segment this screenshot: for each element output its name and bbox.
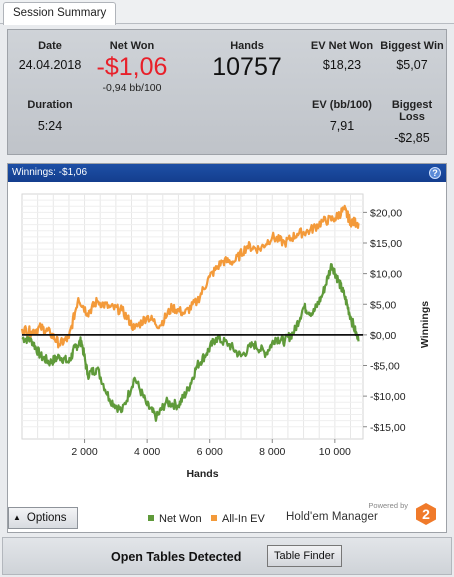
netwon-block: Net Won -$1,06 -0,94 bb/100 — [82, 40, 182, 94]
options-button[interactable]: ▲ Options — [8, 507, 78, 529]
options-button-label: Options — [26, 512, 67, 524]
x-tick-label: 4 000 — [134, 446, 160, 458]
holdem-manager-name: Hold'em Manager — [286, 511, 378, 523]
hands-block: Hands 10757 — [188, 40, 306, 82]
net-won-swatch — [148, 515, 154, 521]
date-block: Date 24.04.2018 — [8, 40, 92, 72]
netwon-label: Net Won — [109, 40, 155, 52]
series-line-all-in-ev — [20, 204, 360, 349]
ev-netwon-block: EV Net Won $18,23 — [306, 40, 378, 72]
ev-bb-block: EV (bb/100) 7,91 — [306, 99, 378, 133]
date-value: 24.04.2018 — [18, 58, 82, 72]
y-tick-label: $5,00 — [370, 299, 396, 311]
ev-netwon-label: EV Net Won — [310, 40, 374, 52]
ev-netwon-value: $18,23 — [322, 58, 362, 72]
legend-item-all-in-ev: All-In EV — [211, 513, 265, 525]
biggest-win-label: Biggest Win — [380, 40, 444, 52]
y-tick-label: -$5,00 — [370, 361, 400, 373]
x-tick-label: 8 000 — [259, 446, 285, 458]
logo-number: 2 — [422, 506, 430, 522]
open-tables-label: Open Tables Detected — [111, 550, 242, 564]
tab-strip: Session Summary — [0, 0, 454, 25]
question-icon[interactable]: ? — [429, 167, 441, 179]
footer-bar: Open Tables Detected Table Finder — [2, 537, 452, 575]
duration-block: Duration 5:24 — [8, 99, 92, 133]
duration-label: Duration — [27, 99, 73, 111]
triangle-up-icon: ▲ — [13, 513, 21, 522]
y-tick-label: $10,00 — [370, 269, 402, 281]
ev-bb-label: EV (bb/100) — [312, 99, 372, 111]
y-tick-label: $15,00 — [370, 238, 402, 250]
x-tick-label: 6 000 — [197, 446, 223, 458]
x-tick-label: 2 000 — [71, 446, 97, 458]
table-finder-button[interactable]: Table Finder — [267, 545, 342, 567]
date-label: Date — [38, 40, 62, 52]
winnings-chart: $20,00 $15,00 $10,00 $5,00 $0,00 -$5,00 -$10,0… — [20, 193, 431, 480]
ev-bb-value: 7,91 — [329, 119, 355, 133]
hands-label: Hands — [230, 40, 264, 52]
y-tick-label: $20,00 — [370, 207, 402, 219]
x-tick-label: 10 000 — [319, 446, 351, 458]
holdem-manager-logo-icon: 2 — [416, 503, 436, 525]
winnings-panel: Winnings: -$1,06 ? $20,00 $15,00 $10,00 $5,… — [7, 163, 447, 533]
biggest-win-value: $5,07 — [396, 58, 428, 72]
session-summary-panel: Date 24.04.2018 Duration 5:24 Net Won -$… — [7, 29, 447, 155]
powered-by-text: Powered by — [368, 501, 408, 510]
winnings-header: Winnings: -$1,06 ? — [8, 164, 446, 182]
y-tick-label: $0,00 — [370, 330, 396, 342]
netwon-value: -$1,06 — [96, 53, 168, 81]
legend-all-in-ev-label: All-In EV — [222, 513, 265, 525]
tab-session-summary[interactable]: Session Summary — [3, 2, 117, 25]
y-tick-label: -$15,00 — [370, 422, 406, 434]
biggest-loss-block: Biggest Loss -$2,85 — [378, 99, 446, 145]
duration-value: 5:24 — [37, 119, 63, 133]
series-line-net-won — [21, 262, 360, 422]
legend-net-won-label: Net Won — [159, 513, 202, 525]
y-tick-label: -$10,00 — [370, 391, 406, 403]
all-in-ev-swatch — [211, 515, 217, 521]
biggest-win-block: Biggest Win $5,07 — [378, 40, 446, 72]
biggest-loss-value: -$2,85 — [394, 131, 430, 145]
hands-value: 10757 — [212, 53, 282, 81]
winnings-header-text: Winnings: -$1,06 — [12, 167, 88, 178]
legend-item-net-won: Net Won — [148, 513, 202, 525]
x-axis-label: Hands — [186, 468, 218, 480]
netwon-bb-value: -0,94 bb/100 — [102, 82, 162, 94]
y-axis-label: Winnings — [419, 301, 431, 348]
biggest-loss-label: Biggest Loss — [391, 99, 433, 123]
